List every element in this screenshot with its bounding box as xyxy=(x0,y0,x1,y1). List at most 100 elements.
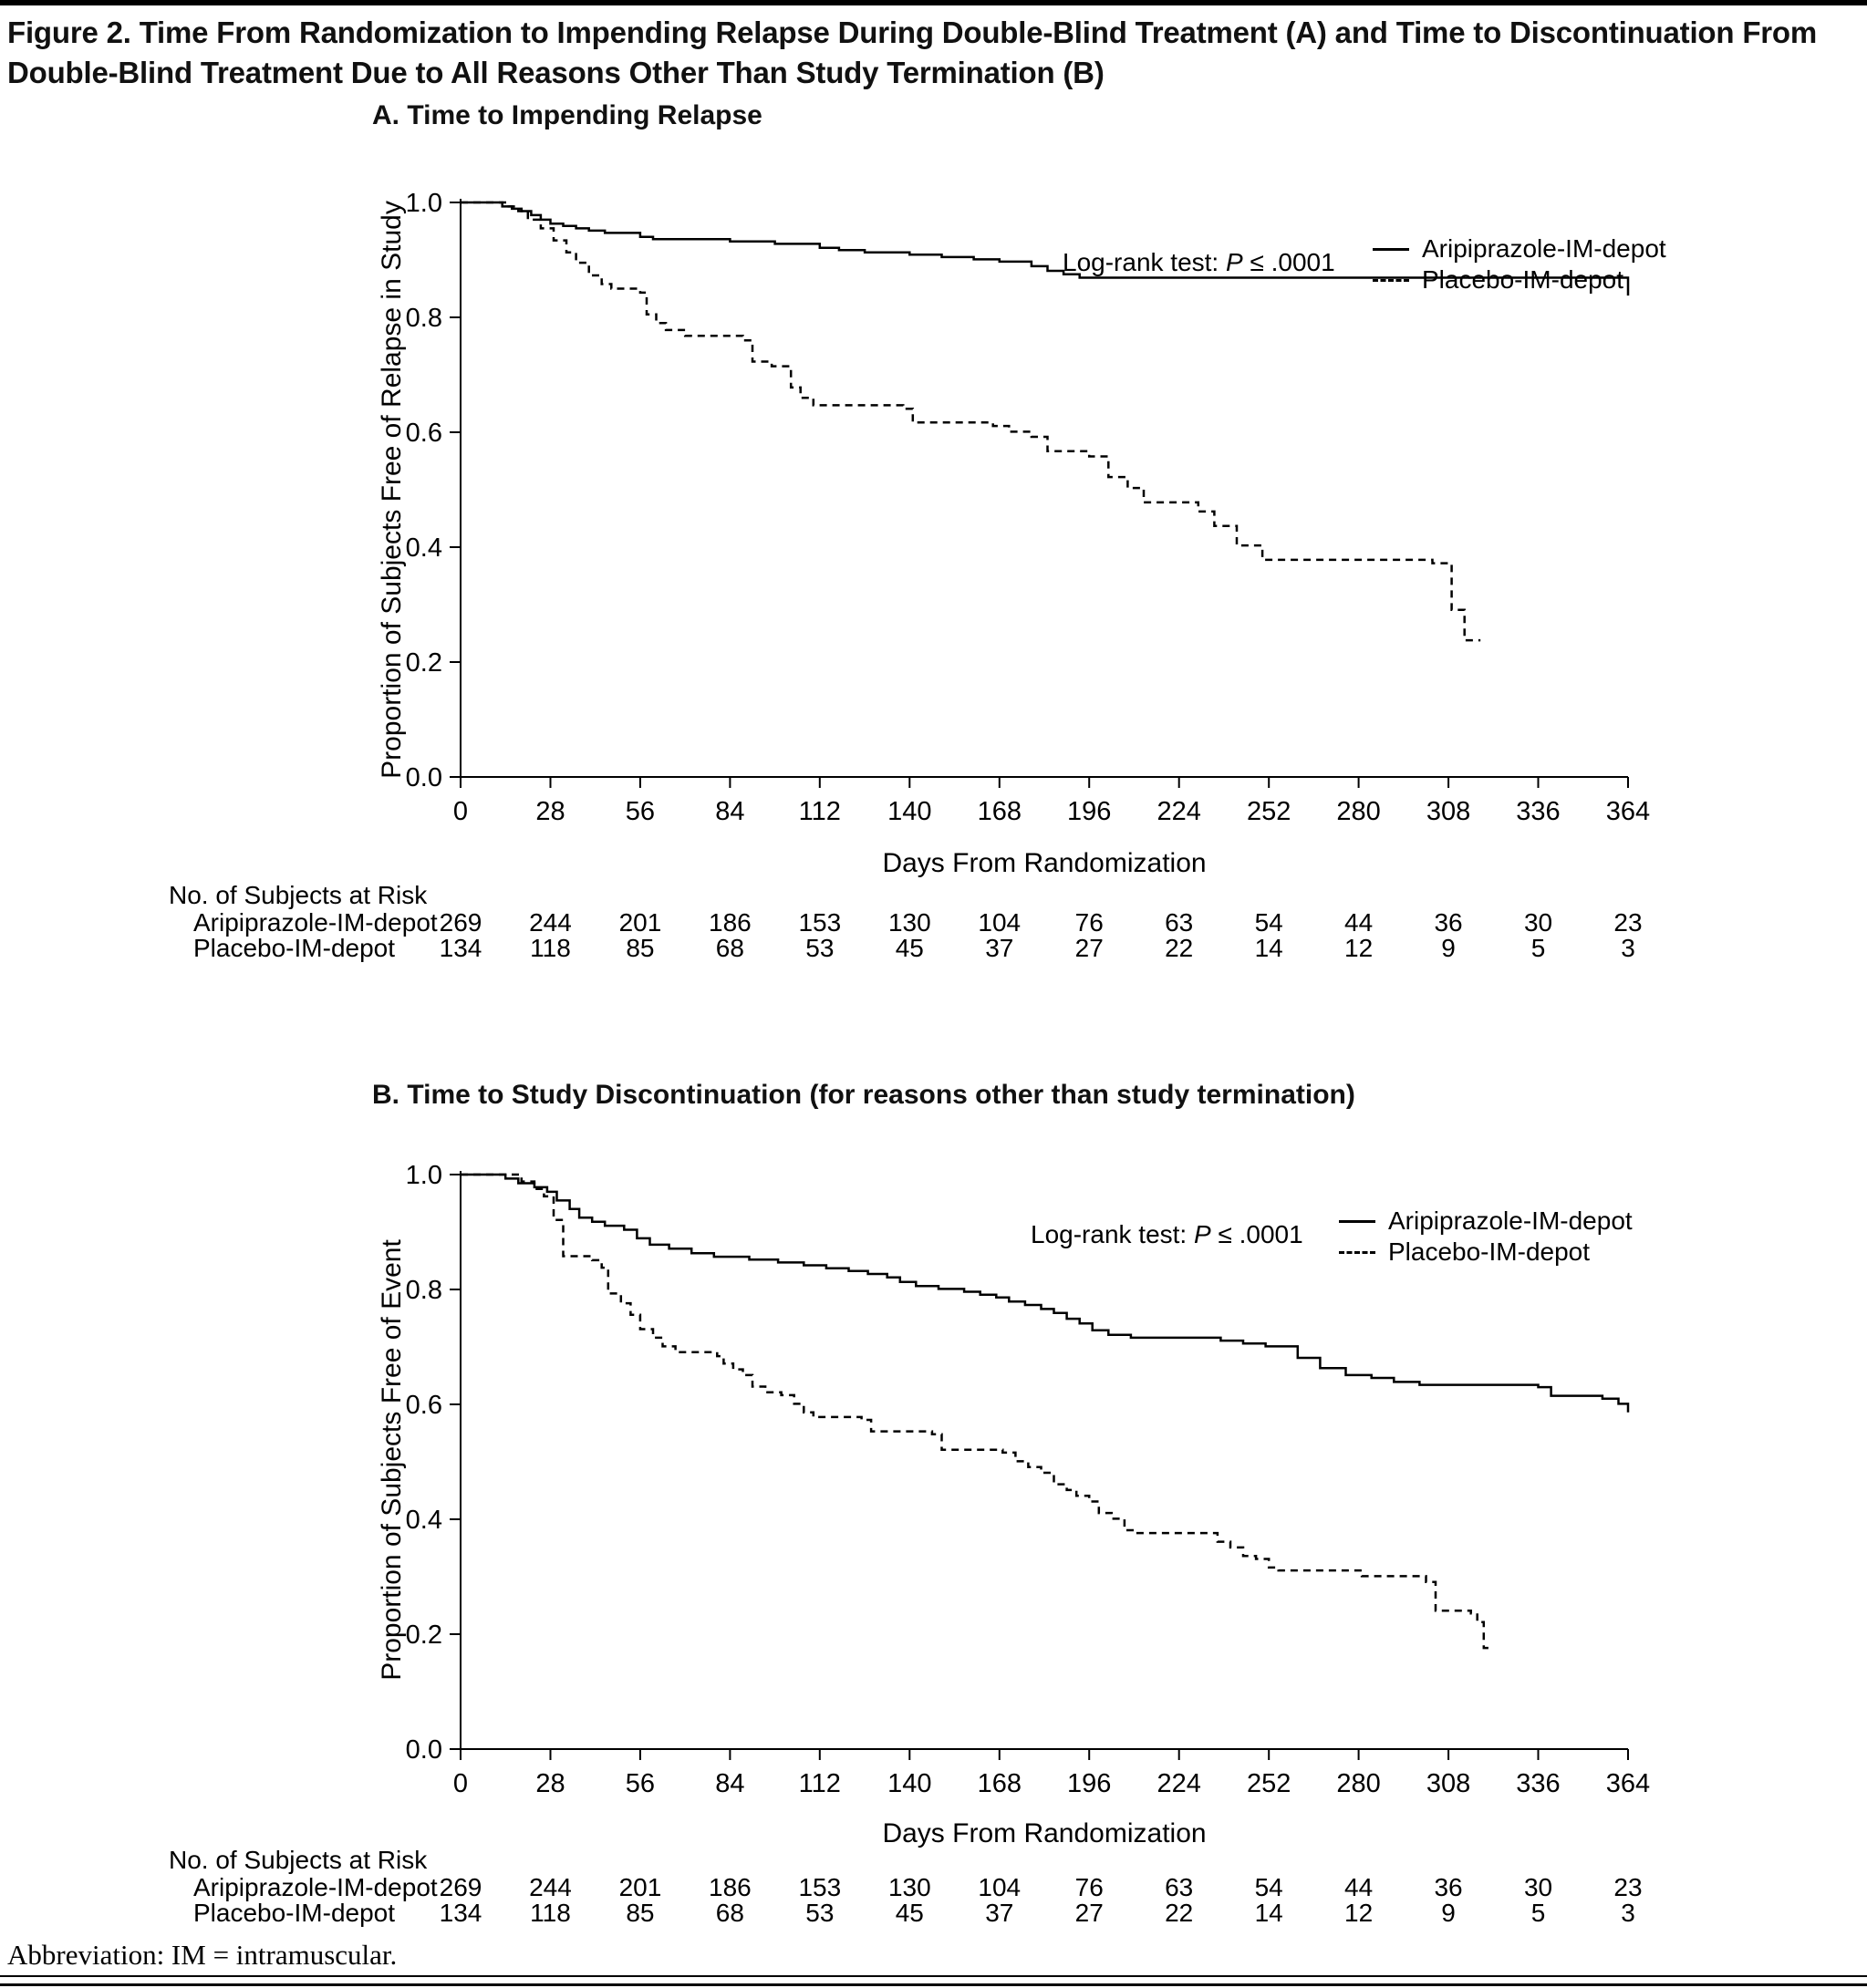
risk-count: 12 xyxy=(1344,1899,1374,1927)
logrank-prefix: Log-rank test: xyxy=(1031,1220,1194,1248)
risk-count: 37 xyxy=(985,1899,1014,1927)
x-tick-label: 168 xyxy=(978,1769,1022,1798)
risk-count: 44 xyxy=(1344,1873,1374,1901)
y-tick-label: 0.4 xyxy=(406,533,442,563)
risk-count: 201 xyxy=(618,1873,662,1901)
legend-item-aripiprazole: Aripiprazole-IM-depot xyxy=(1339,1206,1633,1237)
panel-b-km-chart: 0 28 56 84 112 140 168 196 224 252 280 308 336 364 0.0… xyxy=(406,1161,1651,1798)
risk-count: 45 xyxy=(895,934,924,962)
km-curve-solid xyxy=(461,201,1630,296)
x-tick-label: 84 xyxy=(715,797,744,826)
risk-count: 104 xyxy=(978,1873,1022,1901)
risk-count: 244 xyxy=(529,1873,572,1901)
risk-count: 76 xyxy=(1074,1873,1104,1901)
logrank-stat: P xyxy=(1193,1220,1211,1248)
risk-count: 63 xyxy=(1165,908,1194,937)
risk-row-label: Placebo-IM-depot xyxy=(193,1899,396,1927)
x-tick-label: 0 xyxy=(453,797,468,826)
x-tick-label: 56 xyxy=(626,797,655,826)
risk-count: 53 xyxy=(805,1899,835,1927)
risk-count: 68 xyxy=(715,1899,744,1927)
risk-count: 269 xyxy=(439,1873,482,1901)
legend-label-placebo: Placebo-IM-depot xyxy=(1422,265,1624,294)
y-tick-label: 0.2 xyxy=(406,648,442,678)
solid-line-sample-icon xyxy=(1339,1219,1375,1223)
logrank-suffix: ≤ .0001 xyxy=(1210,1220,1303,1248)
y-tick-label: 0.0 xyxy=(406,763,442,792)
risk-count: 5 xyxy=(1530,934,1546,962)
risk-count: 54 xyxy=(1254,1873,1283,1901)
x-tick-label: 280 xyxy=(1336,797,1380,826)
x-tick-label: 112 xyxy=(799,1769,841,1798)
logrank-suffix: ≤ .0001 xyxy=(1242,248,1335,276)
panel-a-risk-table-header: No. of Subjects at Risk xyxy=(169,881,428,909)
abbreviation-note: Abbreviation: IM = intramuscular. xyxy=(7,1939,398,1971)
risk-count: 63 xyxy=(1165,1873,1194,1901)
solid-line-sample-icon xyxy=(1373,247,1409,251)
risk-count: 36 xyxy=(1434,908,1463,937)
risk-count: 9 xyxy=(1441,1899,1456,1927)
risk-count: 36 xyxy=(1434,1873,1463,1901)
panel-b-risk-row-placebo: Placebo-IM-depot 134 118 85 68 53 45 37 27 22 14 1… xyxy=(0,1899,1867,1927)
panel-a-risk-row-aripiprazole: Aripiprazole-IM-depot 269 244 201 186 153 130… xyxy=(0,908,1867,937)
panel-a-logrank-annotation: Log-rank test: P ≤ .0001 xyxy=(1063,248,1335,277)
risk-count: 130 xyxy=(887,908,931,937)
figure-title: Figure 2. Time From Randomization to Imp… xyxy=(7,16,1818,89)
y-tick-label: 0.0 xyxy=(406,1735,442,1765)
risk-count: 130 xyxy=(887,1873,931,1901)
y-tick-label: 0.6 xyxy=(406,1391,442,1420)
x-tick-label: 196 xyxy=(1067,797,1111,826)
x-tick-label: 364 xyxy=(1606,1769,1650,1798)
risk-count: 85 xyxy=(626,1899,655,1927)
x-tick-label: 140 xyxy=(887,1769,931,1798)
risk-count: 104 xyxy=(978,908,1022,937)
x-tick-label: 224 xyxy=(1157,1769,1201,1798)
x-tick-label: 336 xyxy=(1516,1769,1560,1798)
risk-count: 30 xyxy=(1523,908,1553,937)
x-tick-label: 308 xyxy=(1426,1769,1470,1798)
risk-count: 186 xyxy=(709,1873,752,1901)
bottom-rule xyxy=(0,1983,1867,1986)
risk-count: 12 xyxy=(1344,934,1374,962)
risk-count: 53 xyxy=(805,934,835,962)
risk-count: 23 xyxy=(1613,1873,1643,1901)
x-tick-label: 336 xyxy=(1516,797,1560,826)
risk-row-label: Aripiprazole-IM-depot xyxy=(193,1873,438,1901)
risk-count: 5 xyxy=(1530,1899,1546,1927)
dashed-line-sample-icon xyxy=(1339,1250,1375,1254)
km-curve-dashed xyxy=(461,1173,1490,1650)
x-tick-label: 280 xyxy=(1336,1769,1380,1798)
panel-a-risk-row-placebo: Placebo-IM-depot 134 118 85 68 53 45 37 27 22 14 1… xyxy=(0,934,1867,962)
x-tick-label: 364 xyxy=(1606,797,1650,826)
x-tick-label: 224 xyxy=(1157,797,1201,826)
x-tick-label: 28 xyxy=(535,1769,565,1798)
risk-count: 134 xyxy=(439,1899,482,1927)
risk-count: 201 xyxy=(618,908,662,937)
x-tick-label: 252 xyxy=(1247,1769,1291,1798)
risk-count: 14 xyxy=(1254,1899,1283,1927)
risk-count: 14 xyxy=(1254,934,1283,962)
legend-item-placebo: Placebo-IM-depot xyxy=(1373,264,1666,295)
y-tick-label: 0.4 xyxy=(406,1506,442,1535)
x-tick-label: 112 xyxy=(799,797,841,826)
km-curve-solid xyxy=(461,1173,1630,1413)
risk-count: 44 xyxy=(1344,908,1374,937)
risk-row-label: Aripiprazole-IM-depot xyxy=(193,908,438,937)
x-tick-label: 0 xyxy=(453,1769,468,1798)
panel-b-risk-row-aripiprazole: Aripiprazole-IM-depot 269 244 201 186 153 130… xyxy=(0,1873,1867,1901)
risk-count: 153 xyxy=(798,908,842,937)
risk-count: 186 xyxy=(709,908,752,937)
panel-a-legend: Aripiprazole-IM-depot Placebo-IM-depot xyxy=(1373,233,1666,295)
panel-b-legend: Aripiprazole-IM-depot Placebo-IM-depot xyxy=(1339,1206,1633,1268)
y-tick-label: 0.6 xyxy=(406,419,442,448)
risk-count: 54 xyxy=(1254,908,1283,937)
x-tick-label: 84 xyxy=(715,1769,744,1798)
panel-b-title: B. Time to Study Discontinuation (for re… xyxy=(372,1080,1355,1110)
x-tick-label: 168 xyxy=(978,797,1022,826)
risk-count: 153 xyxy=(798,1873,842,1901)
panel-a-x-axis-label: Days From Randomization xyxy=(882,848,1207,878)
logrank-prefix: Log-rank test: xyxy=(1063,248,1226,276)
risk-count: 3 xyxy=(1621,1899,1635,1927)
risk-count: 9 xyxy=(1441,934,1456,962)
